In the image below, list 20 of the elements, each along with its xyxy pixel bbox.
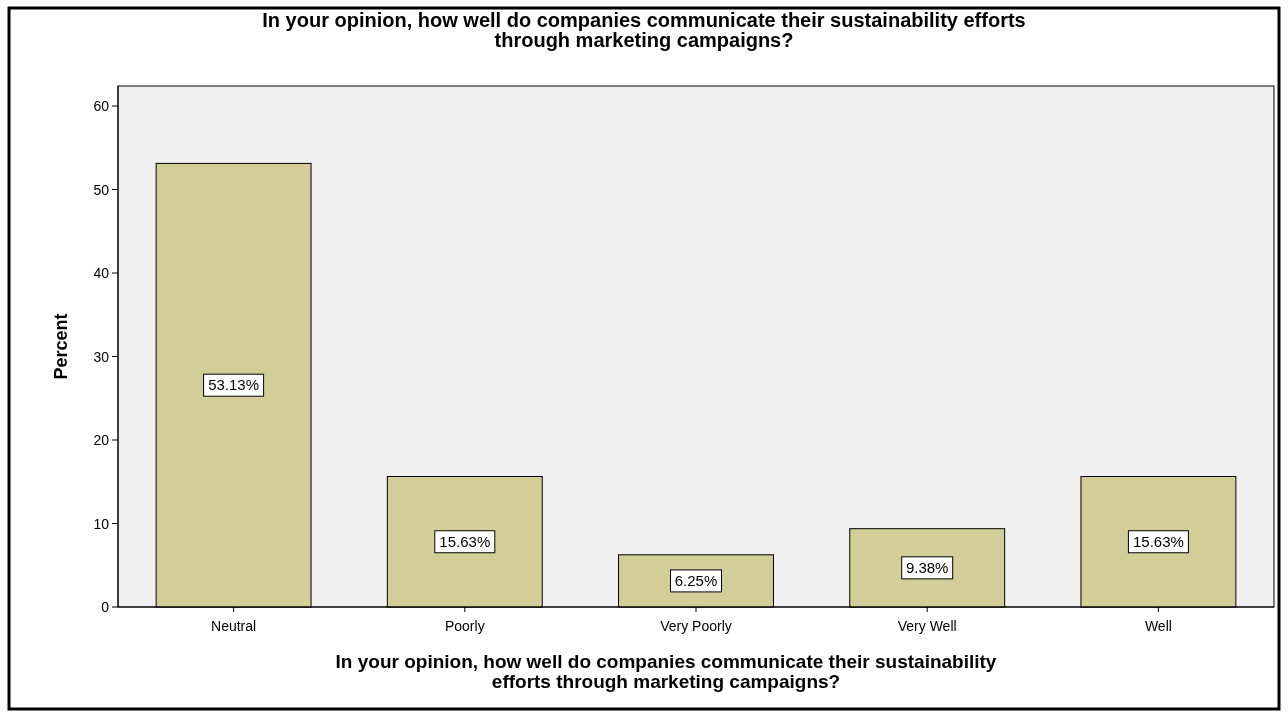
data-label: 15.63% (1132, 532, 1184, 550)
x-tick-label: Very Well (897, 618, 957, 634)
y-tick-label: 60 (93, 98, 110, 115)
x-tick-label: Poorly (444, 618, 485, 634)
data-label: 9.38% (905, 558, 949, 576)
y-tick-label: 0 (101, 599, 110, 615)
y-tick-label: 10 (93, 515, 110, 532)
y-tick-label: 30 (93, 348, 110, 365)
x-tick-label: Very Poorly (660, 618, 732, 634)
data-label: 6.25% (674, 571, 718, 589)
x-tick-label: Neutral (211, 618, 257, 634)
chart-title: In your opinion, how well do companies communicate their sustainability efforts through marketing campaigns? (262, 9, 1026, 51)
data-label: 53.13% (208, 376, 260, 394)
x-axis-title: In your opinion, how well do companies communicate their sustainability efforts through marketing campaigns? (335, 651, 997, 692)
y-tick-label: 40 (93, 265, 110, 282)
y-tick-label: 20 (93, 432, 110, 449)
y-tick-label: 50 (93, 181, 110, 198)
x-tick-label: Well (1144, 618, 1172, 634)
y-axis-title: Percent (51, 313, 71, 380)
data-label: 15.63% (439, 532, 491, 550)
